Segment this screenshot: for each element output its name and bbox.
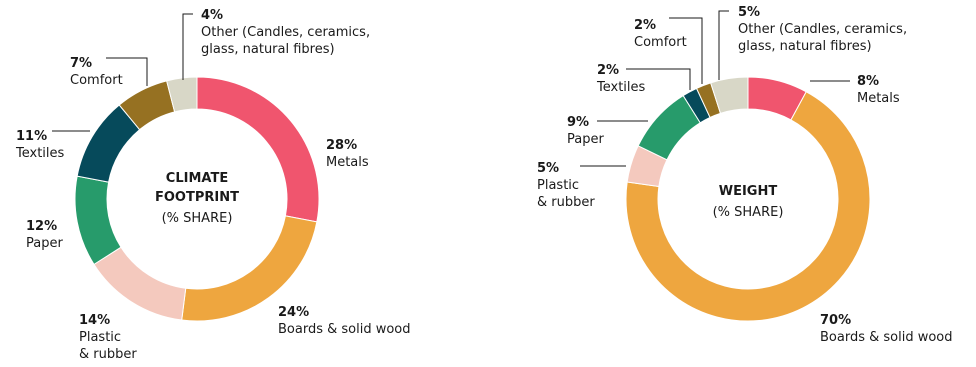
- slice-label-comfort: Comfort: [634, 35, 687, 50]
- slice-pct-paper: 9%: [567, 115, 589, 130]
- slice-label-comfort: Comfort: [70, 73, 123, 88]
- leader-line-textiles: [626, 68, 691, 90]
- leader-line-other: [718, 10, 729, 80]
- slice-pct-metals: 8%: [857, 74, 879, 89]
- center-title-line: CLIMATE: [166, 171, 228, 186]
- slice-label-plastic: Plastic: [537, 178, 579, 193]
- slice-label-plastic: Plastic: [79, 330, 121, 345]
- slice-pct-textiles: 2%: [597, 63, 619, 78]
- leader-line-other: [182, 13, 193, 80]
- slice-label-boards: Boards & solid wood: [278, 322, 411, 337]
- slice-pct-textiles: 11%: [16, 129, 47, 144]
- slice-label-plastic: & rubber: [79, 347, 137, 362]
- slice-label-metals: Metals: [326, 155, 369, 170]
- donut-slice-plastic: [93, 246, 187, 321]
- slice-label-boards: Boards & solid wood: [820, 330, 953, 345]
- donut-slice-boards: [625, 91, 871, 322]
- slice-pct-plastic: 14%: [79, 313, 110, 328]
- slice-label-other: Other (Candles, ceramics,: [738, 22, 907, 37]
- donut-slice-paper: [74, 175, 122, 266]
- center-title-line: FOOTPRINT: [155, 190, 239, 205]
- slice-label-other: glass, natural fibres): [201, 42, 335, 57]
- slice-label-other: Other (Candles, ceramics,: [201, 25, 370, 40]
- slice-pct-comfort: 2%: [634, 18, 656, 33]
- slice-pct-plastic: 5%: [537, 161, 559, 176]
- slice-label-textiles: Textiles: [596, 80, 646, 95]
- slice-pct-other: 5%: [738, 5, 760, 20]
- center-title-line: WEIGHT: [719, 184, 778, 199]
- slice-label-metals: Metals: [857, 91, 900, 106]
- donut-slice-other: [166, 76, 198, 113]
- slice-pct-boards: 24%: [278, 305, 309, 320]
- leader-line-comfort: [106, 57, 148, 86]
- climate-footprint-donut: CLIMATE FOOTPRINT (% SHARE) 28% Metals 24% Boa…: [15, 8, 411, 362]
- donut-slice-other: [710, 76, 749, 114]
- slice-label-other: glass, natural fibres): [738, 39, 872, 54]
- center-subtitle: (% SHARE): [162, 211, 233, 226]
- center-subtitle: (% SHARE): [713, 205, 784, 220]
- slice-pct-metals: 28%: [326, 138, 357, 153]
- slice-label-textiles: Textiles: [15, 146, 65, 161]
- leader-line-comfort: [669, 17, 703, 84]
- slice-pct-comfort: 7%: [70, 56, 92, 71]
- slice-label-paper: Paper: [26, 236, 63, 251]
- weight-donut: WEIGHT (% SHARE) 8% Metals 70% Boards & solid…: [537, 5, 953, 345]
- slice-label-paper: Paper: [567, 132, 604, 147]
- slice-label-plastic: & rubber: [537, 195, 595, 210]
- slice-pct-boards: 70%: [820, 313, 851, 328]
- slice-pct-paper: 12%: [26, 219, 57, 234]
- slice-pct-other: 4%: [201, 8, 223, 23]
